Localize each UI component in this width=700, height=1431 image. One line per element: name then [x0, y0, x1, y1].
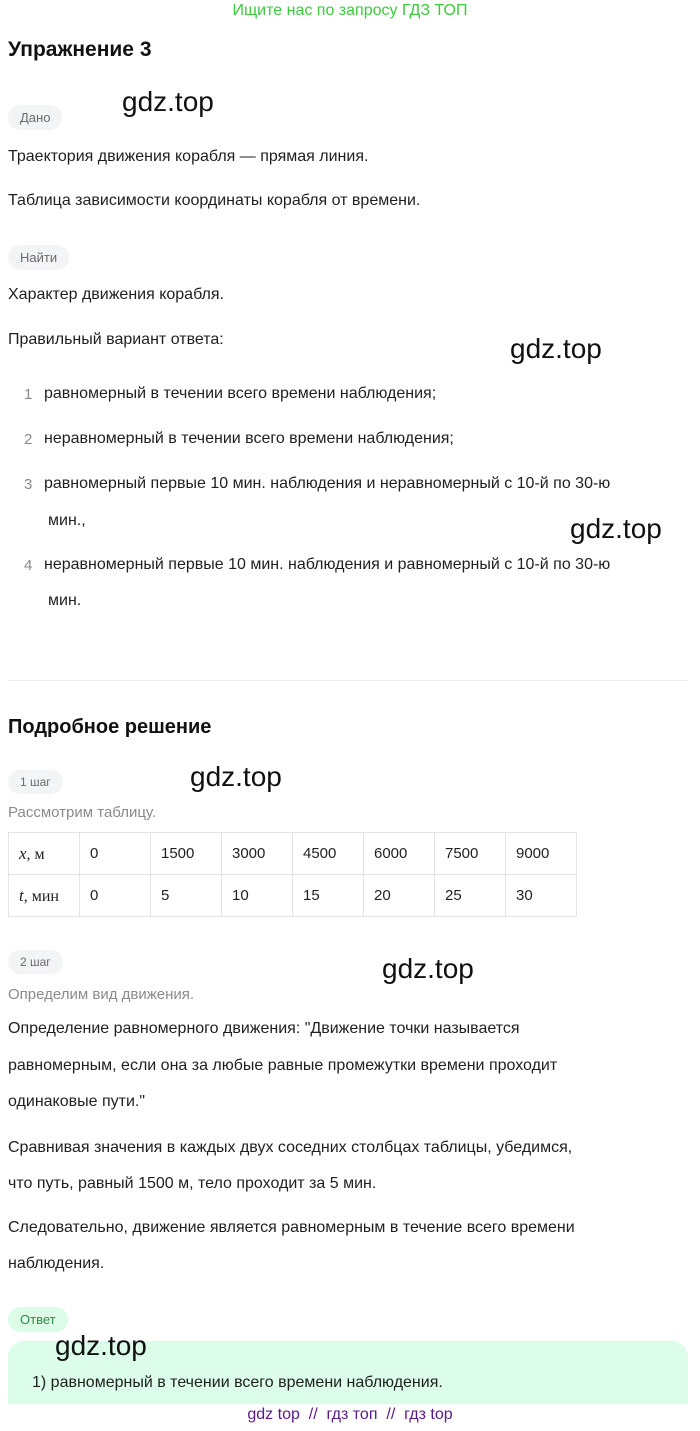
watermark: gdz.top: [55, 1330, 147, 1361]
option-text: равномерный в течении всего времени набл…: [44, 385, 437, 402]
paragraph-line: одинаковые пути.": [8, 1093, 146, 1110]
search-banner: Ищите нас по запросу ГДЗ ТОП: [232, 2, 468, 19]
table-row: t, мин 0 5 10 15 20 25 30: [8, 874, 577, 917]
option-number: 3: [24, 476, 33, 493]
option-text: мин.: [48, 592, 82, 609]
option-number: 4: [24, 557, 33, 574]
option-number: 1: [24, 386, 33, 403]
data-table: x, м 0 1500 3000 4500 6000 7500 9000 t, …: [8, 832, 577, 917]
option-text: неравномерный в течении всего времени на…: [44, 430, 454, 447]
paragraph-line: Следовательно, движение является равноме…: [8, 1219, 575, 1236]
option-text: мин.,: [48, 512, 86, 529]
table-cell: 30: [505, 874, 577, 917]
watermark: gdz.top: [510, 333, 602, 364]
table-cell: 10: [221, 874, 293, 917]
step1-badge: 1 шаг: [8, 770, 63, 794]
table-cell: 3000: [221, 832, 293, 875]
table-row: x, м 0 1500 3000 4500 6000 7500 9000: [8, 832, 577, 875]
options-intro: Правильный вариант ответа:: [8, 331, 224, 348]
table-cell: 25: [434, 874, 506, 917]
watermark: gdz.top: [382, 953, 474, 984]
table-cell: 6000: [363, 832, 435, 875]
divider: [8, 680, 688, 681]
footer-links: gdz top // гдз топ // гдз top: [247, 1406, 453, 1423]
table-cell: 20: [363, 874, 435, 917]
answer-badge: Ответ: [8, 1307, 68, 1332]
table-cell: 1500: [150, 832, 222, 875]
answer-text: 1) равномерный в течении всего времени н…: [32, 1374, 443, 1391]
step1-text: Рассмотрим таблицу.: [8, 804, 157, 821]
paragraph-line: что путь, равный 1500 м, тело проходит з…: [8, 1175, 377, 1192]
find-text: Характер движения корабля.: [8, 286, 224, 303]
row-header: t, мин: [8, 874, 80, 917]
paragraph-line: Сравнивая значения в каждых двух соседни…: [8, 1139, 573, 1156]
paragraph-line: Определение равномерного движения: "Движ…: [8, 1020, 520, 1037]
page-title: Упражнение 3: [8, 38, 152, 61]
table-cell: 5: [150, 874, 222, 917]
find-badge: Найти: [8, 245, 70, 270]
watermark: gdz.top: [122, 86, 214, 117]
given-text: Траектория движения корабля — прямая лин…: [8, 148, 369, 165]
table-cell: 9000: [505, 832, 577, 875]
table-cell: 15: [292, 874, 364, 917]
option-text: равномерный первые 10 мин. наблюдения и …: [44, 475, 611, 492]
row-header: x, м: [8, 832, 80, 875]
paragraph-line: наблюдения.: [8, 1255, 105, 1272]
given-badge: Дано: [8, 105, 63, 130]
answer-box: [8, 1341, 688, 1404]
table-cell: 7500: [434, 832, 506, 875]
option-text: неравномерный первые 10 мин. наблюдения …: [44, 556, 611, 573]
given-text: Таблица зависимости координаты корабля о…: [8, 192, 421, 209]
watermark: gdz.top: [570, 513, 662, 544]
option-number: 2: [24, 431, 33, 448]
table-cell: 4500: [292, 832, 364, 875]
table-cell: 0: [79, 832, 151, 875]
step2-badge: 2 шаг: [8, 950, 63, 974]
step2-text: Определим вид движения.: [8, 986, 195, 1003]
paragraph-line: равномерным, если она за любые равные пр…: [8, 1057, 558, 1074]
solution-title: Подробное решение: [8, 716, 212, 738]
table-cell: 0: [79, 874, 151, 917]
watermark: gdz.top: [190, 761, 282, 792]
